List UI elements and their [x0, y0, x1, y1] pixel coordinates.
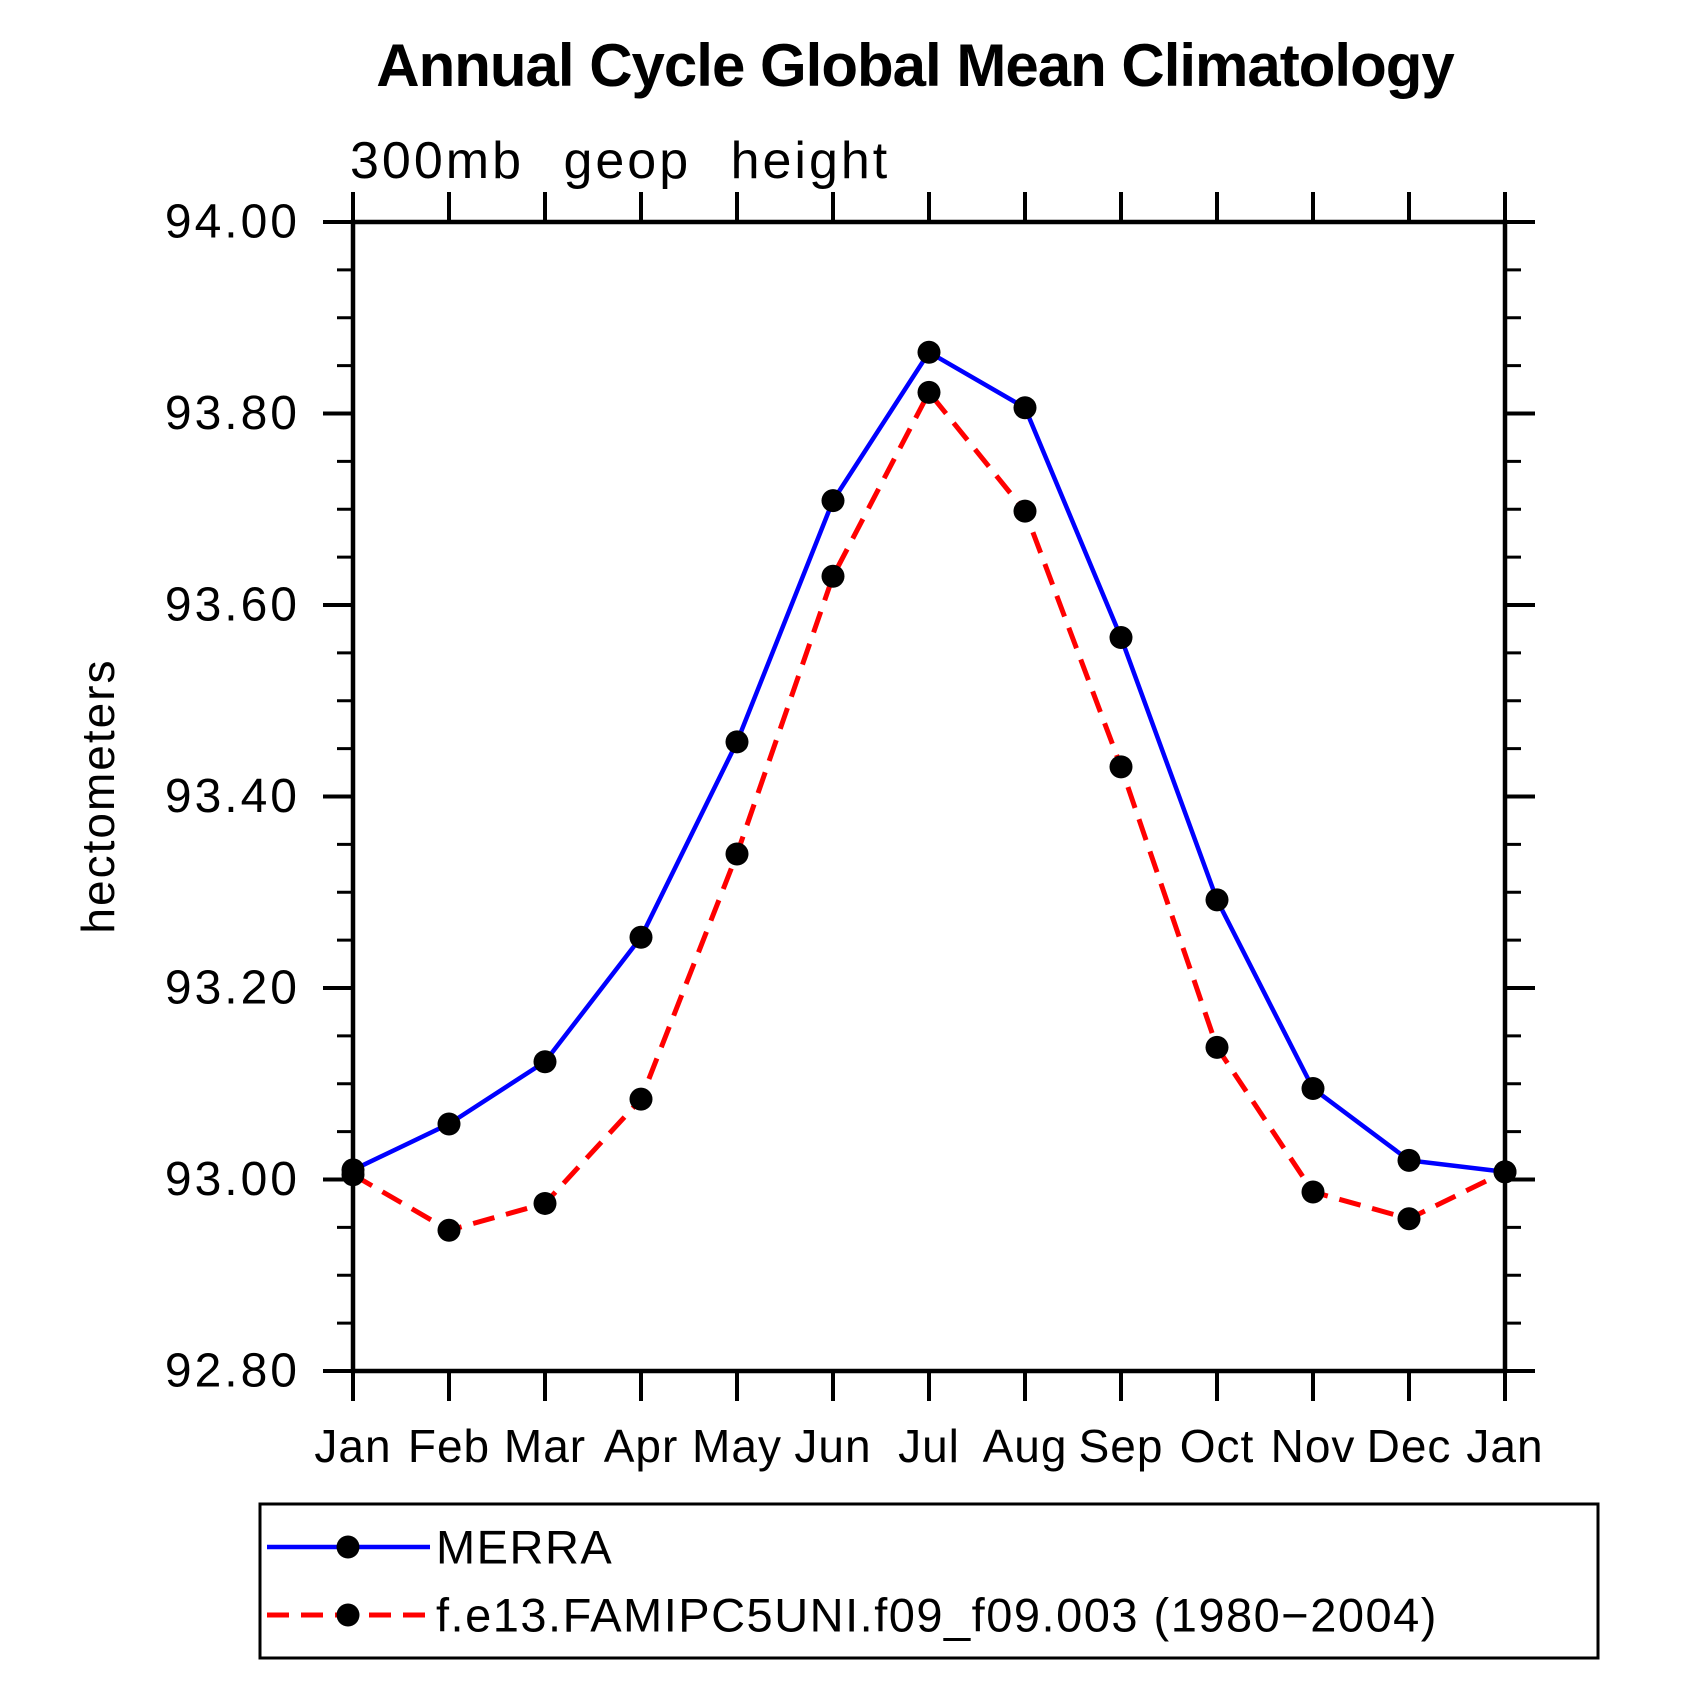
x-axis-tick-label: Jun — [794, 1420, 871, 1472]
data-point-marker — [437, 1112, 461, 1136]
data-point-marker — [1397, 1207, 1421, 1231]
data-point-marker — [1301, 1180, 1325, 1204]
chart-subtitle: 300mb geop height — [350, 132, 890, 190]
legend-entry-label: MERRA — [436, 1521, 613, 1574]
data-point-marker — [629, 1087, 653, 1111]
y-axis-tick-label: 93.20 — [165, 962, 300, 1015]
legend-sample-marker — [336, 1535, 360, 1559]
x-axis-tick-label: Oct — [1180, 1420, 1255, 1472]
data-point-marker — [1205, 888, 1229, 912]
x-axis-tick-label: Jul — [898, 1420, 960, 1472]
data-point-marker — [437, 1218, 461, 1242]
data-point-marker — [533, 1050, 557, 1074]
data-point-marker — [1493, 1160, 1517, 1184]
series-line-merra — [352, 349, 1506, 1175]
data-point-marker — [725, 730, 749, 754]
x-axis-tick-label: Sep — [1079, 1420, 1164, 1472]
chart-title: Annual Cycle Global Mean Climatology — [376, 32, 1455, 99]
data-point-marker — [533, 1191, 557, 1215]
data-point-marker — [1013, 396, 1037, 420]
data-point-marker — [341, 1163, 365, 1187]
x-axis-tick-label: Nov — [1271, 1420, 1356, 1472]
data-point-marker — [917, 340, 941, 364]
y-axis-tick-label: 93.80 — [165, 387, 300, 440]
data-point-marker — [1397, 1148, 1421, 1172]
data-point-marker — [1013, 499, 1037, 523]
y-axis-tick-label: 93.60 — [165, 579, 300, 632]
y-axis-tick-label: 92.80 — [165, 1345, 300, 1398]
x-axis-tick-label: May — [692, 1420, 782, 1472]
data-point-marker — [1109, 626, 1133, 650]
axes: 92.80 93.00 93.20 93.40 93.60 93.80 94.00 Jan Fe… — [165, 192, 1543, 1472]
x-axis-tick-label: Dec — [1367, 1420, 1452, 1472]
data-point-marker — [1301, 1077, 1325, 1101]
data-point-marker — [917, 380, 941, 404]
data-point-marker — [1205, 1035, 1229, 1059]
data-series — [341, 340, 1517, 1242]
x-axis-tick-label: Jan — [314, 1420, 391, 1472]
y-axis-tick-label: 94.00 — [165, 196, 300, 249]
data-point-marker — [821, 489, 845, 513]
y-axis-label: hectometers — [72, 658, 124, 933]
x-axis-tick-label: Apr — [604, 1420, 679, 1472]
legend: MERRA f.e13.FAMIPC5UNI.f09_f09.003 (1980−… — [258, 1502, 1600, 1660]
data-point-marker — [629, 925, 653, 949]
data-point-marker — [821, 564, 845, 588]
y-axis-tick-label: 93.00 — [165, 1153, 300, 1206]
data-point-marker — [1109, 755, 1133, 779]
x-axis-tick-label: Jan — [1466, 1420, 1543, 1472]
x-axis-tick-label: Feb — [408, 1420, 490, 1472]
x-axis-tick-label: Aug — [983, 1420, 1068, 1472]
data-point-marker — [725, 842, 749, 866]
legend-sample-marker — [336, 1603, 360, 1627]
x-axis-tick-label: Mar — [504, 1420, 586, 1472]
legend-entry-label: f.e13.FAMIPC5UNI.f09_f09.003 (1980−2004) — [436, 1589, 1438, 1642]
legend-box — [258, 1502, 1600, 1660]
y-axis-tick-label: 93.40 — [165, 770, 300, 823]
